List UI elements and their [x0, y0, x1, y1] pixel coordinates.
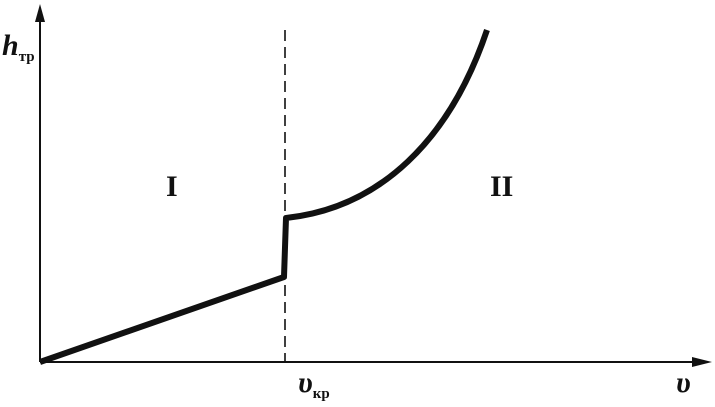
y-axis-label: hтр — [2, 29, 35, 65]
y-arrow — [35, 4, 45, 22]
critical-label: υкр — [298, 366, 330, 402]
x-arrow — [692, 357, 712, 367]
x-axis-label: υ — [676, 366, 691, 399]
region-label: I — [166, 170, 178, 203]
critical-symbol: υ — [298, 366, 313, 399]
loss-curve — [39, 29, 490, 365]
critical-subscript: кр — [313, 386, 330, 402]
y-subscript: тр — [19, 49, 35, 65]
region-label: II — [490, 170, 513, 203]
y-symbol: h — [2, 29, 19, 62]
